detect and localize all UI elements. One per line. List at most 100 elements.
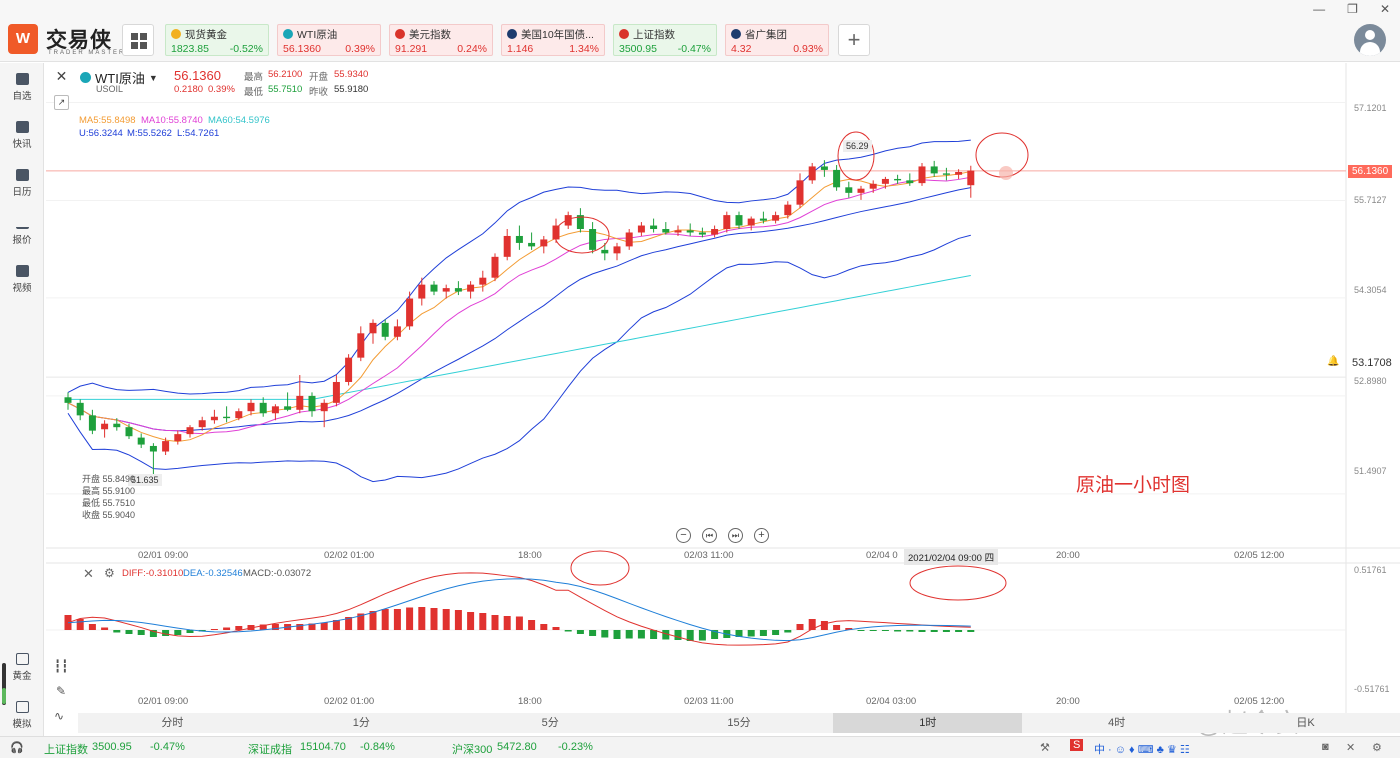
high-value: 56.2100 [268,69,303,80]
candle-body [857,188,865,193]
x-tick-label: 02/01 09:00 [138,696,189,707]
timeframe-tab[interactable]: 4时 [1108,717,1126,729]
timeframe-tab[interactable]: 分时 [161,717,184,729]
indicator-tool-icon[interactable]: ∿ [54,709,65,723]
candle-body [967,170,975,186]
candle-body [772,215,780,221]
mute-icon[interactable]: ✕ [1346,742,1356,754]
add-ticker-button[interactable]: + [838,24,870,56]
macd-bar [930,630,938,632]
candle-body [674,230,682,233]
avatar[interactable] [1354,24,1386,56]
first-page-icon[interactable]: ⏮ [702,528,717,543]
gear-icon[interactable]: ⚙ [1372,742,1382,754]
status-change: -0.84% [360,741,395,753]
timeframe-tab[interactable]: 1时 [833,713,1023,733]
macd-bar [113,630,121,633]
low-label: 最低 [244,87,264,98]
sidebar-item-quotes[interactable]: 报价 [0,217,44,246]
close-icon[interactable]: ✕ [1379,2,1390,16]
ticker-name: 现货黄金 [185,28,227,41]
minimize-icon[interactable]: — [1313,2,1326,16]
draw-tool-icon[interactable]: ✎ [56,684,67,698]
current-price: 56.1360 [174,68,221,83]
close-macd-icon[interactable]: ✕ [83,566,94,581]
candle-tool-icon[interactable]: ┇┇ [54,659,69,673]
restore-icon[interactable]: ❐ [1347,2,1358,16]
ticker-change: -0.52% [229,43,263,55]
candle-body [784,204,792,216]
input-method-icon[interactable]: S [1070,739,1084,751]
macd-bar [149,630,157,637]
candle-body [64,397,72,403]
macd-bar [857,630,865,631]
symbol-code: USOIL [96,84,124,94]
macd-bar [137,630,145,635]
candle-body [430,284,438,292]
expand-icon[interactable]: ↗ [54,95,69,110]
candle-body [601,249,609,254]
ticker-card[interactable]: WTI原油 56.1360 0.39% [277,24,381,56]
candle-body [479,277,487,285]
crosshair-time: 2021/02/04 09:00 四 [904,549,999,565]
macd-bar [76,619,84,630]
candle-body [637,225,645,233]
macd-bar [589,630,597,636]
x-tick-label: 02/02 01:00 [324,550,375,561]
ticker-card[interactable]: 省广集团 4.32 0.93% [725,24,829,56]
close-chart-icon[interactable]: ✕ [54,68,69,85]
sidebar-drag-handle[interactable] [2,663,6,705]
candle-body [796,180,804,205]
zoom-in-icon[interactable]: + [754,528,769,543]
timeframe-tab[interactable]: 日K [1296,717,1315,729]
x-tick-label: 02/02 01:00 [324,696,375,707]
sidebar-item-video[interactable]: 视频 [0,265,44,294]
last-page-icon[interactable]: ⏭ [728,528,743,543]
candle-body [406,298,414,327]
candle-body [162,441,170,452]
candle-body [296,395,304,410]
macd-bar [906,630,914,632]
timeframe-tab[interactable]: 15分 [727,717,751,729]
ticker-card[interactable]: 上证指数 3500.95 -0.47% [613,24,717,56]
macd-bar [101,627,109,630]
kline-chart[interactable] [46,63,1400,713]
sidebar-item-news[interactable]: 快讯 [0,121,44,150]
macd-bar [772,630,780,635]
tray-icons[interactable]: 中 · ☺ ♦ ⌨ ♣ ♛ ☷ [1094,744,1190,756]
ticker-card[interactable]: 现货黄金 1823.85 -0.52% [165,24,269,56]
macd-bar [210,629,218,630]
candle-body [589,229,597,250]
timeframe-tab[interactable]: 1分 [352,717,370,729]
settings-icon[interactable]: ⚙ [104,566,115,580]
macd-bar [357,613,365,630]
macd-bar [662,630,670,640]
brand-name: 交易侠 [46,28,112,52]
y-tick-label: 54.3054 [1354,285,1387,295]
zoom-out-icon[interactable]: − [676,528,691,543]
ticker-card[interactable]: 美元指数 91.291 0.24% [389,24,493,56]
macd-bar [735,630,743,637]
price-change-pct: 0.39% [208,84,235,95]
candle-body [210,416,218,421]
sidebar-item-gold[interactable]: 黄金 [0,653,44,682]
symbol-selector[interactable]: WTI原油 ▼ [80,68,158,87]
candle-body [930,166,938,174]
candle-body [564,215,572,226]
headset-icon[interactable]: 🎧 [10,742,24,754]
macd-bar [88,624,96,630]
sidebar-item-favorites[interactable]: 自选 [0,73,44,102]
chart-area[interactable]: ✕ ↗ WTI原油 ▼ USOIL 56.1360 0.2180 0.39% 最… [46,63,1400,738]
sidebar-item-simulate[interactable]: 模拟 [0,701,44,730]
camera-icon[interactable]: ◙ [1322,741,1329,753]
ticker-card[interactable]: 美国10年国债... 1.146 1.34% [501,24,605,56]
macd-bar [833,625,841,630]
timeframe-tab[interactable]: 5分 [541,717,559,729]
timeframe-bar: 分时 1分 5分 15分 1时 4时 日K [78,713,1400,733]
ticker-name: 上证指数 [633,28,675,41]
grid-menu-button[interactable] [122,24,154,56]
ticker-price: 91.291 [395,43,428,55]
bell-icon[interactable]: 🔔 [1327,356,1340,367]
tray-tool-icon[interactable]: ⚒ [1040,742,1050,754]
sidebar-item-calendar[interactable]: 日历 [0,169,44,198]
